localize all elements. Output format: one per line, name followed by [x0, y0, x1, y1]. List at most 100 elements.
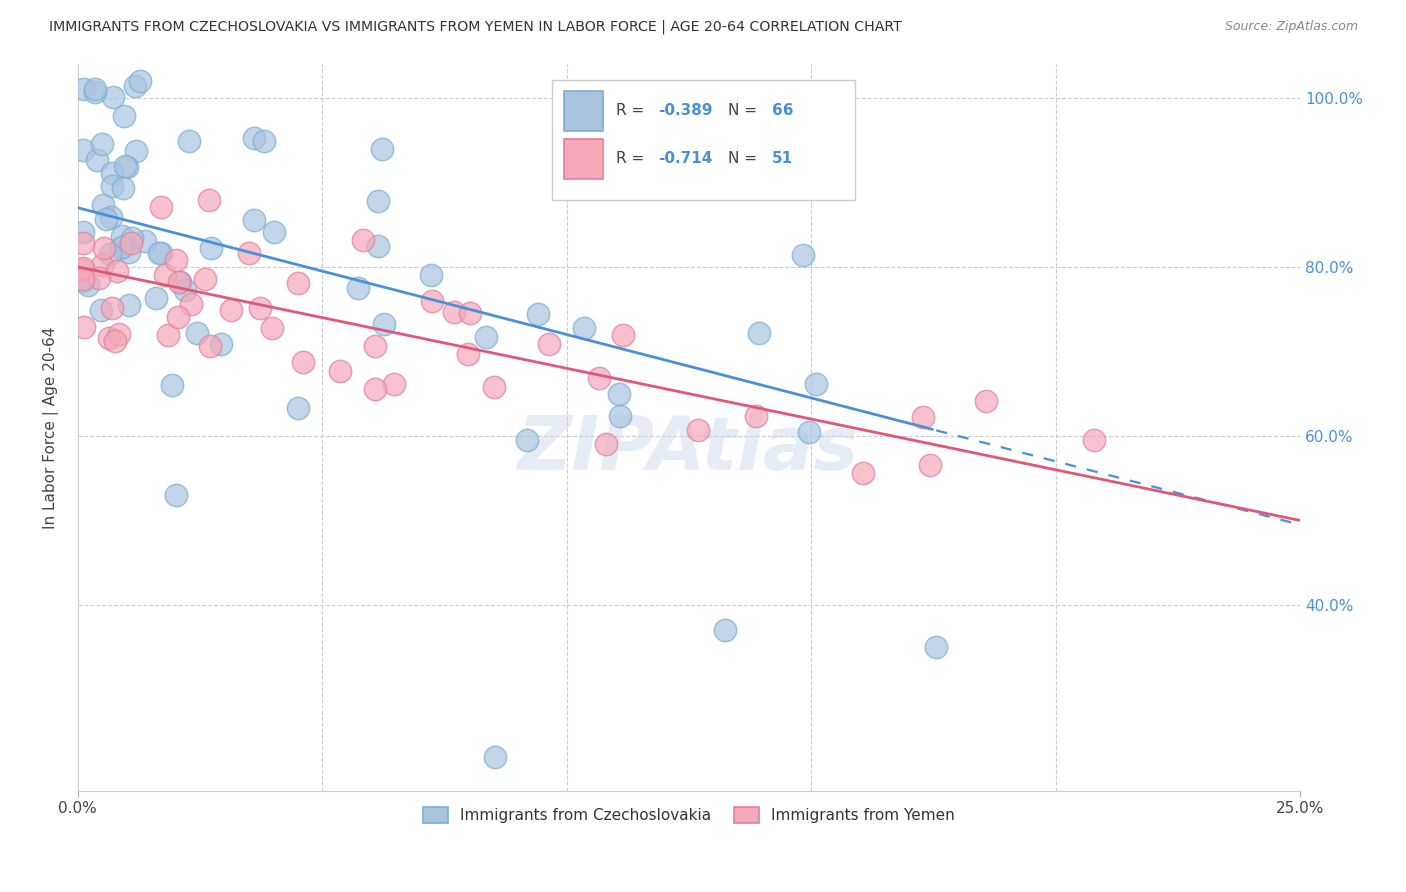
Point: [72, 225, 94, 239]
Point: [367, 239, 389, 253]
Point: [108, 241, 131, 255]
Point: [253, 135, 276, 149]
Legend: Immigrants from Czechoslovakia, Immigrants from Yemen: Immigrants from Czechoslovakia, Immigran…: [416, 799, 962, 830]
Point: [118, 244, 141, 259]
Point: [73, 82, 96, 96]
Point: [420, 268, 443, 283]
Point: [165, 253, 187, 268]
Point: [364, 382, 387, 396]
Point: [249, 301, 271, 315]
Point: [287, 276, 309, 290]
Point: [852, 466, 875, 480]
Point: [364, 339, 387, 353]
Point: [527, 308, 550, 322]
Point: [145, 291, 167, 305]
Point: [134, 234, 156, 248]
Point: [804, 377, 827, 392]
Point: [93, 241, 115, 255]
Point: [200, 242, 222, 256]
Point: [373, 317, 395, 331]
Point: [198, 193, 221, 207]
Point: [90, 137, 112, 152]
Point: [976, 394, 998, 409]
Point: [352, 233, 374, 247]
Point: [792, 248, 814, 262]
Point: [474, 329, 496, 343]
Point: [688, 423, 710, 437]
Point: [167, 310, 190, 324]
Point: [72, 261, 94, 276]
FancyBboxPatch shape: [564, 138, 603, 178]
Point: [538, 337, 561, 351]
Point: [91, 198, 114, 212]
Point: [482, 380, 505, 394]
Point: [291, 355, 314, 369]
Point: [77, 277, 100, 292]
Point: [100, 211, 122, 225]
Point: [238, 245, 260, 260]
Point: [104, 334, 127, 349]
Point: [155, 268, 177, 283]
Point: [263, 225, 285, 239]
Text: R =: R =: [616, 151, 648, 166]
Point: [607, 386, 630, 401]
Point: [1083, 433, 1105, 447]
Point: [346, 281, 368, 295]
Point: [73, 319, 96, 334]
Point: [72, 274, 94, 288]
Point: [422, 294, 444, 309]
Text: N =: N =: [728, 103, 762, 118]
Text: Source: ZipAtlas.com: Source: ZipAtlas.com: [1225, 20, 1358, 33]
Point: [90, 258, 112, 272]
Point: [105, 264, 128, 278]
Point: [262, 321, 284, 335]
Point: [114, 159, 136, 173]
Text: -0.389: -0.389: [658, 103, 713, 118]
Point: [167, 275, 190, 289]
Point: [912, 409, 935, 424]
Point: [101, 165, 124, 179]
Point: [367, 194, 389, 208]
Point: [745, 409, 768, 423]
Point: [100, 301, 122, 315]
Point: [83, 82, 105, 96]
Point: [572, 321, 595, 335]
Point: [799, 425, 821, 439]
Point: [157, 328, 180, 343]
Point: [384, 377, 406, 392]
Point: [111, 240, 134, 254]
Point: [89, 270, 111, 285]
Point: [242, 213, 264, 227]
Text: ZIPAtlas: ZIPAtlas: [519, 413, 859, 486]
FancyBboxPatch shape: [564, 91, 603, 130]
Point: [484, 750, 506, 764]
Point: [588, 371, 610, 385]
Point: [111, 229, 134, 244]
Point: [329, 364, 352, 378]
Point: [117, 160, 139, 174]
Point: [101, 89, 124, 103]
Point: [129, 74, 152, 88]
Point: [150, 246, 173, 260]
Point: [84, 85, 107, 99]
Point: [714, 624, 737, 638]
Text: R =: R =: [616, 103, 648, 118]
Point: [748, 326, 770, 340]
Point: [112, 109, 135, 123]
Point: [169, 275, 191, 289]
Point: [609, 409, 631, 424]
Point: [457, 346, 479, 360]
Text: N =: N =: [728, 151, 762, 166]
Point: [458, 306, 481, 320]
Point: [243, 131, 266, 145]
Point: [72, 263, 94, 277]
Point: [918, 458, 941, 472]
Point: [148, 245, 170, 260]
Point: [371, 142, 394, 156]
Point: [443, 304, 465, 318]
Point: [98, 247, 121, 261]
Point: [925, 640, 948, 655]
Point: [595, 437, 617, 451]
Point: [125, 144, 148, 158]
Text: -0.714: -0.714: [658, 151, 713, 166]
